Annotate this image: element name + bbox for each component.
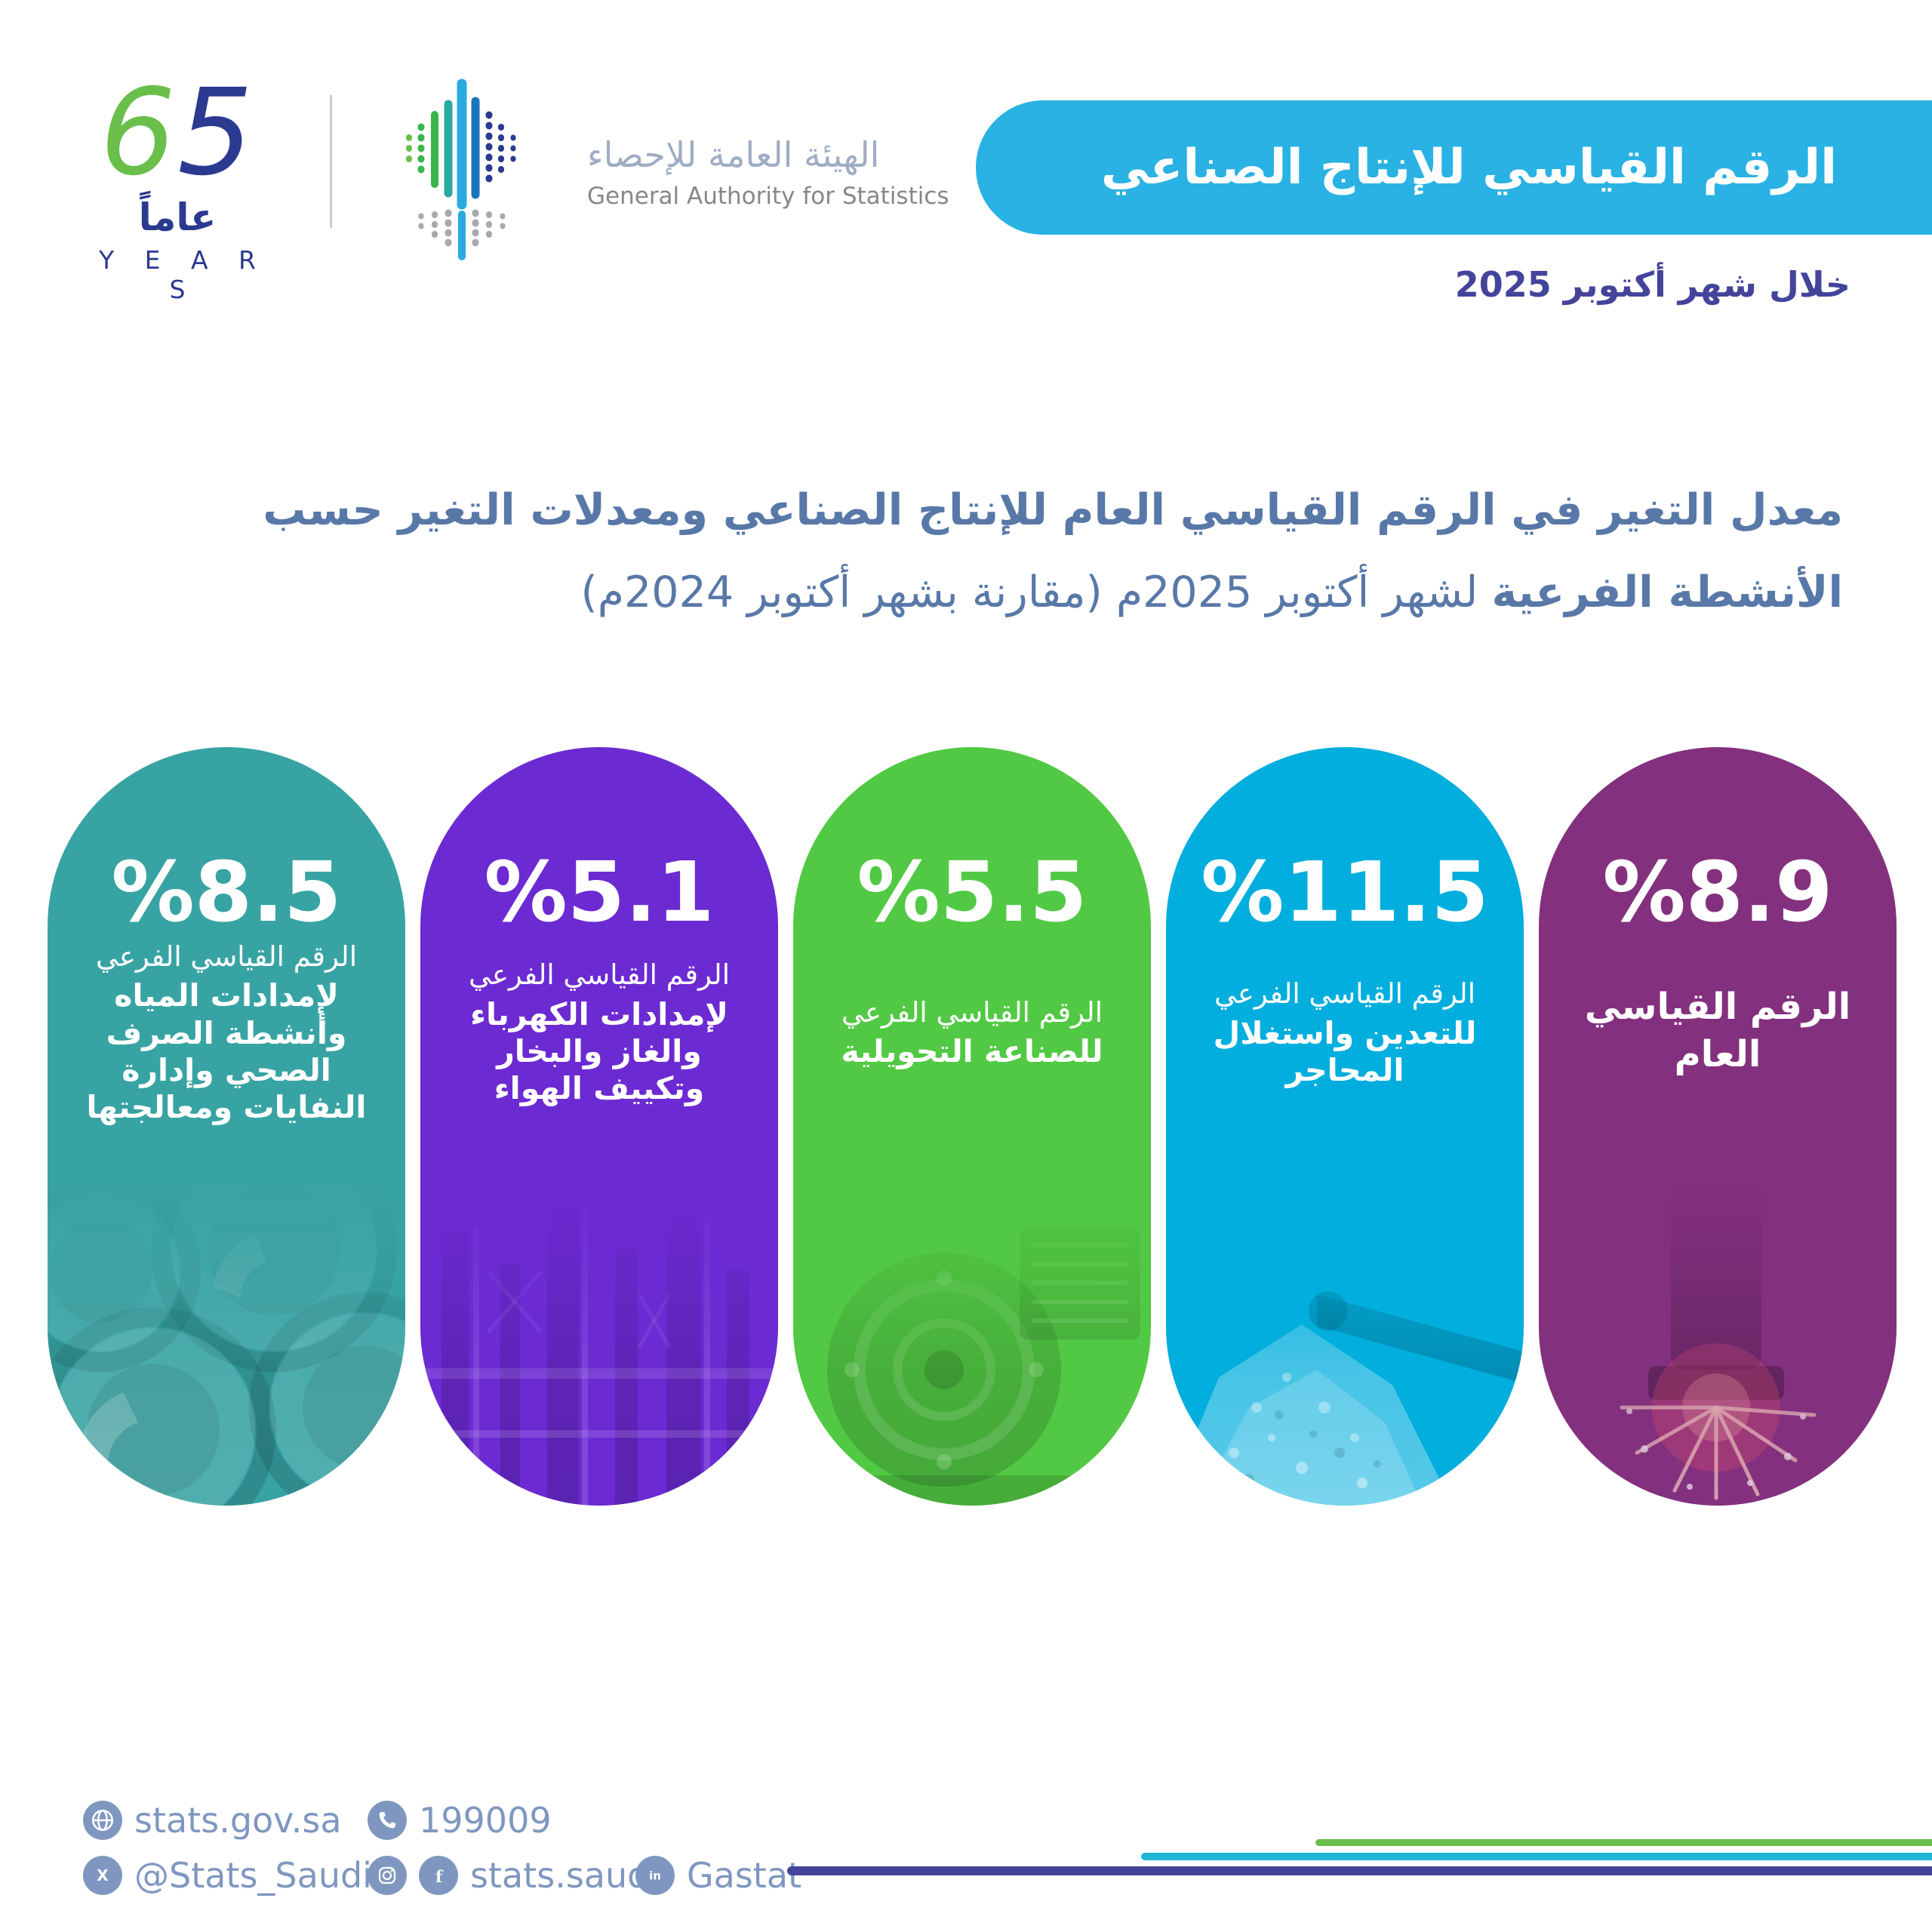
kpi-card-manufacturing: %5.5 الرقم القياسي الفرعي للصناعة التحوي… xyxy=(793,747,1151,1506)
report-period: خلال شهر أكتوبر 2025 xyxy=(1454,264,1850,305)
gastat-logo-icon xyxy=(406,78,516,260)
footer-website: stats.gov.sa xyxy=(83,1800,342,1841)
phone-icon xyxy=(368,1801,407,1840)
footer-website-label: stats.gov.sa xyxy=(134,1800,342,1841)
footer-social-handle: f stats.saudi xyxy=(368,1855,659,1896)
decorative-line-green xyxy=(1315,1839,1932,1846)
footer-phone-label: 199009 xyxy=(419,1800,552,1841)
digit-5: 5 xyxy=(177,63,255,202)
card-value: %8.9 xyxy=(1602,844,1833,940)
card-labels: الرقم القياسي العام xyxy=(1558,936,1877,1126)
card-tint-overlay xyxy=(48,1181,405,1506)
anniversary-65-logo: 65 عاماً Y E A R S xyxy=(75,72,279,304)
globe-icon xyxy=(83,1801,122,1840)
kpi-card-water-supply: %8.5 الرقم القياسي الفرعي لإمدادات الميا… xyxy=(48,747,405,1506)
footer-linkedin-label: Gastat xyxy=(687,1855,802,1896)
card-labels: الرقم القياسي الفرعي لإمدادات الكهرباء و… xyxy=(440,936,758,1126)
card-content: %5.5 الرقم القياسي الفرعي للصناعة التحوي… xyxy=(793,747,1151,1506)
card-category-label: لإمدادات الكهرباء والغاز والبخار وتكييف … xyxy=(470,995,728,1107)
card-content: %8.5 الرقم القياسي الفرعي لإمدادات الميا… xyxy=(48,747,405,1506)
card-category-label: للتعدين واستغلال المحاجر xyxy=(1213,1014,1477,1088)
footer-phone: 199009 xyxy=(368,1800,552,1841)
card-tint-overlay xyxy=(1166,1181,1524,1506)
card-category-label: الرقم القياسي العام xyxy=(1584,985,1851,1075)
authority-name-arabic: الهيئة العامة للإحصاء xyxy=(587,134,880,175)
card-labels: الرقم القياسي الفرعي لإمدادات المياه وأن… xyxy=(67,936,386,1126)
anniversary-english-label: Y E A R S xyxy=(99,245,267,305)
authority-name-english: General Authority for Statistics xyxy=(587,183,949,210)
anniversary-number: 65 xyxy=(75,72,279,194)
svg-text:X: X xyxy=(97,1866,109,1884)
card-value: %5.1 xyxy=(484,844,715,940)
x-logo-icon: X xyxy=(83,1856,122,1895)
instagram-icon xyxy=(368,1856,407,1895)
card-content: %5.1 الرقم القياسي الفرعي لإمدادات الكهر… xyxy=(420,747,778,1506)
card-tint-overlay xyxy=(793,1181,1151,1506)
svg-text:in: in xyxy=(649,1869,661,1883)
report-title: الرقم القياسي للإنتاج الصناعي xyxy=(1100,140,1838,195)
card-labels: الرقم القياسي الفرعي للتعدين واستغلال ال… xyxy=(1186,936,1504,1126)
card-tint-overlay xyxy=(1539,1181,1897,1506)
card-labels: الرقم القياسي الفرعي للصناعة التحويلية xyxy=(813,936,1131,1126)
kpi-card-electricity-gas: %5.1 الرقم القياسي الفرعي لإمدادات الكهر… xyxy=(420,747,778,1506)
decorative-line-cyan xyxy=(1141,1853,1932,1860)
kpi-card-general-index: %8.9 الرقم القياسي العام xyxy=(1539,747,1897,1506)
main-heading-bold: معدل التغير في الرقم القياسي العام للإنت… xyxy=(263,485,1843,618)
card-sublabel: الرقم القياسي الفرعي xyxy=(96,940,357,973)
card-category-label: للصناعة التحويلية xyxy=(841,1033,1103,1070)
authority-name-block: الهيئة العامة للإحصاء General Authority … xyxy=(587,134,949,210)
decorative-line-indigo xyxy=(787,1866,1932,1875)
footer-x-handle: X @Stats_Saudi xyxy=(83,1855,372,1896)
kpi-card-mining: %11.5 الرقم القياسي الفرعي للتعدين واستغ… xyxy=(1166,747,1524,1506)
svg-text:f: f xyxy=(435,1868,444,1887)
main-heading-regular: لشهر أكتوبر 2025م (مقارنة بشهر أكتوبر 20… xyxy=(580,568,1492,618)
footer-linkedin: in Gastat xyxy=(635,1855,801,1896)
card-value: %5.5 xyxy=(857,844,1088,940)
card-sublabel: الرقم القياسي الفرعي xyxy=(841,995,1103,1029)
footer-x-label: @Stats_Saudi xyxy=(134,1855,372,1896)
logo-divider xyxy=(330,95,332,228)
card-value: %8.5 xyxy=(111,844,342,940)
anniversary-arabic-label: عاماً xyxy=(138,195,217,240)
card-category-label: لإمدادات المياه وأنشطة الصرف الصحي وإدار… xyxy=(86,977,367,1125)
card-sublabel: الرقم القياسي الفرعي xyxy=(1214,977,1475,1011)
card-content: %8.9 الرقم القياسي العام xyxy=(1539,747,1897,1506)
footer-social-label: stats.saudi xyxy=(470,1855,660,1896)
card-sublabel: الرقم القياسي الفرعي xyxy=(469,958,730,992)
main-heading: معدل التغير في الرقم القياسي العام للإنت… xyxy=(89,469,1843,635)
report-title-banner: الرقم القياسي للإنتاج الصناعي xyxy=(976,100,1932,235)
card-value: %11.5 xyxy=(1201,844,1489,940)
card-tint-overlay xyxy=(420,1181,778,1506)
card-content: %11.5 الرقم القياسي الفرعي للتعدين واستغ… xyxy=(1166,747,1524,1506)
linkedin-icon: in xyxy=(635,1856,675,1895)
facebook-icon: f xyxy=(419,1856,458,1895)
digit-6: 6 xyxy=(100,63,177,202)
